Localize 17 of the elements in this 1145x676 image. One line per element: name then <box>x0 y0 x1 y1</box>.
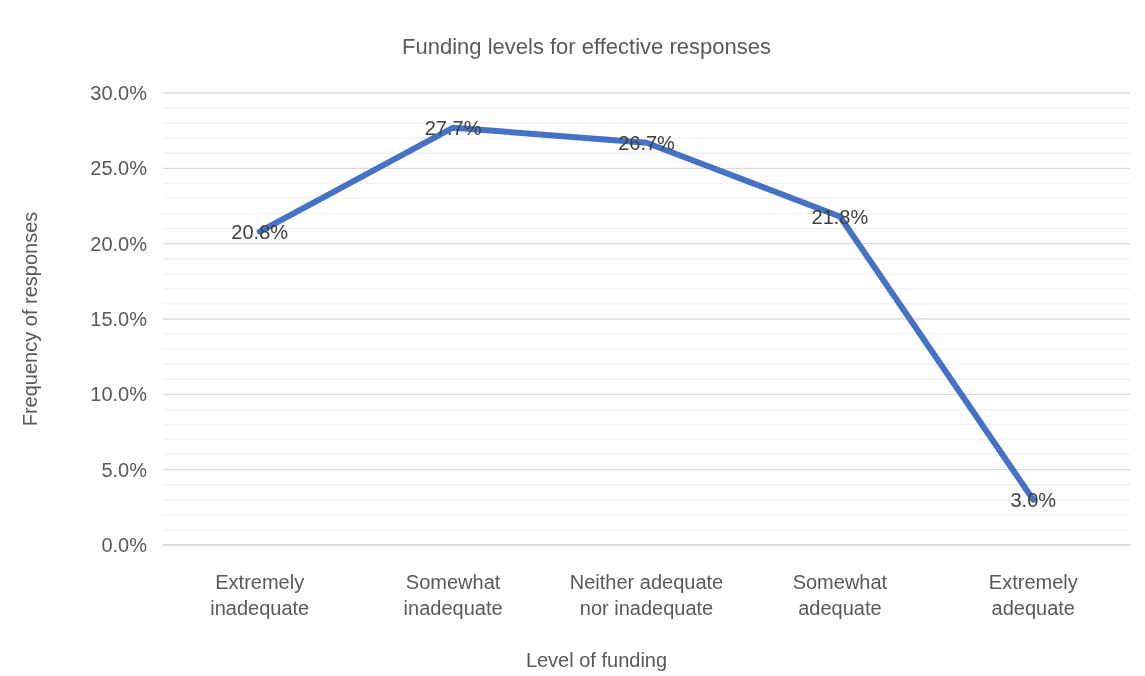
x-tick-label: Extremely adequate <box>988 571 1078 619</box>
chart-title: Funding levels for effective responses <box>402 33 771 59</box>
y-tick-label: 15.0% <box>90 308 148 330</box>
x-tick-label: Neither adequate nor inadequate <box>569 571 724 619</box>
x-axis-title: Level of funding <box>525 649 668 671</box>
x-tick-label: Somewhat inadequate <box>403 571 503 619</box>
y-axis-title: Frequency of responses <box>19 211 41 427</box>
x-tick-label: Somewhat adequate <box>792 571 888 619</box>
y-tick-label: 25.0% <box>90 157 148 180</box>
y-tick-label: 20.0% <box>90 232 148 255</box>
data-label: 3.0% <box>1010 488 1057 511</box>
y-tick-label: 0.0% <box>101 534 148 556</box>
y-tick-label: 30.0% <box>90 82 148 104</box>
x-tick-label: Extremely inadequate <box>210 571 310 619</box>
y-tick-label: 10.0% <box>90 383 148 406</box>
data-label: 20.8% <box>231 220 289 243</box>
y-tick-label: 5.0% <box>101 458 148 481</box>
